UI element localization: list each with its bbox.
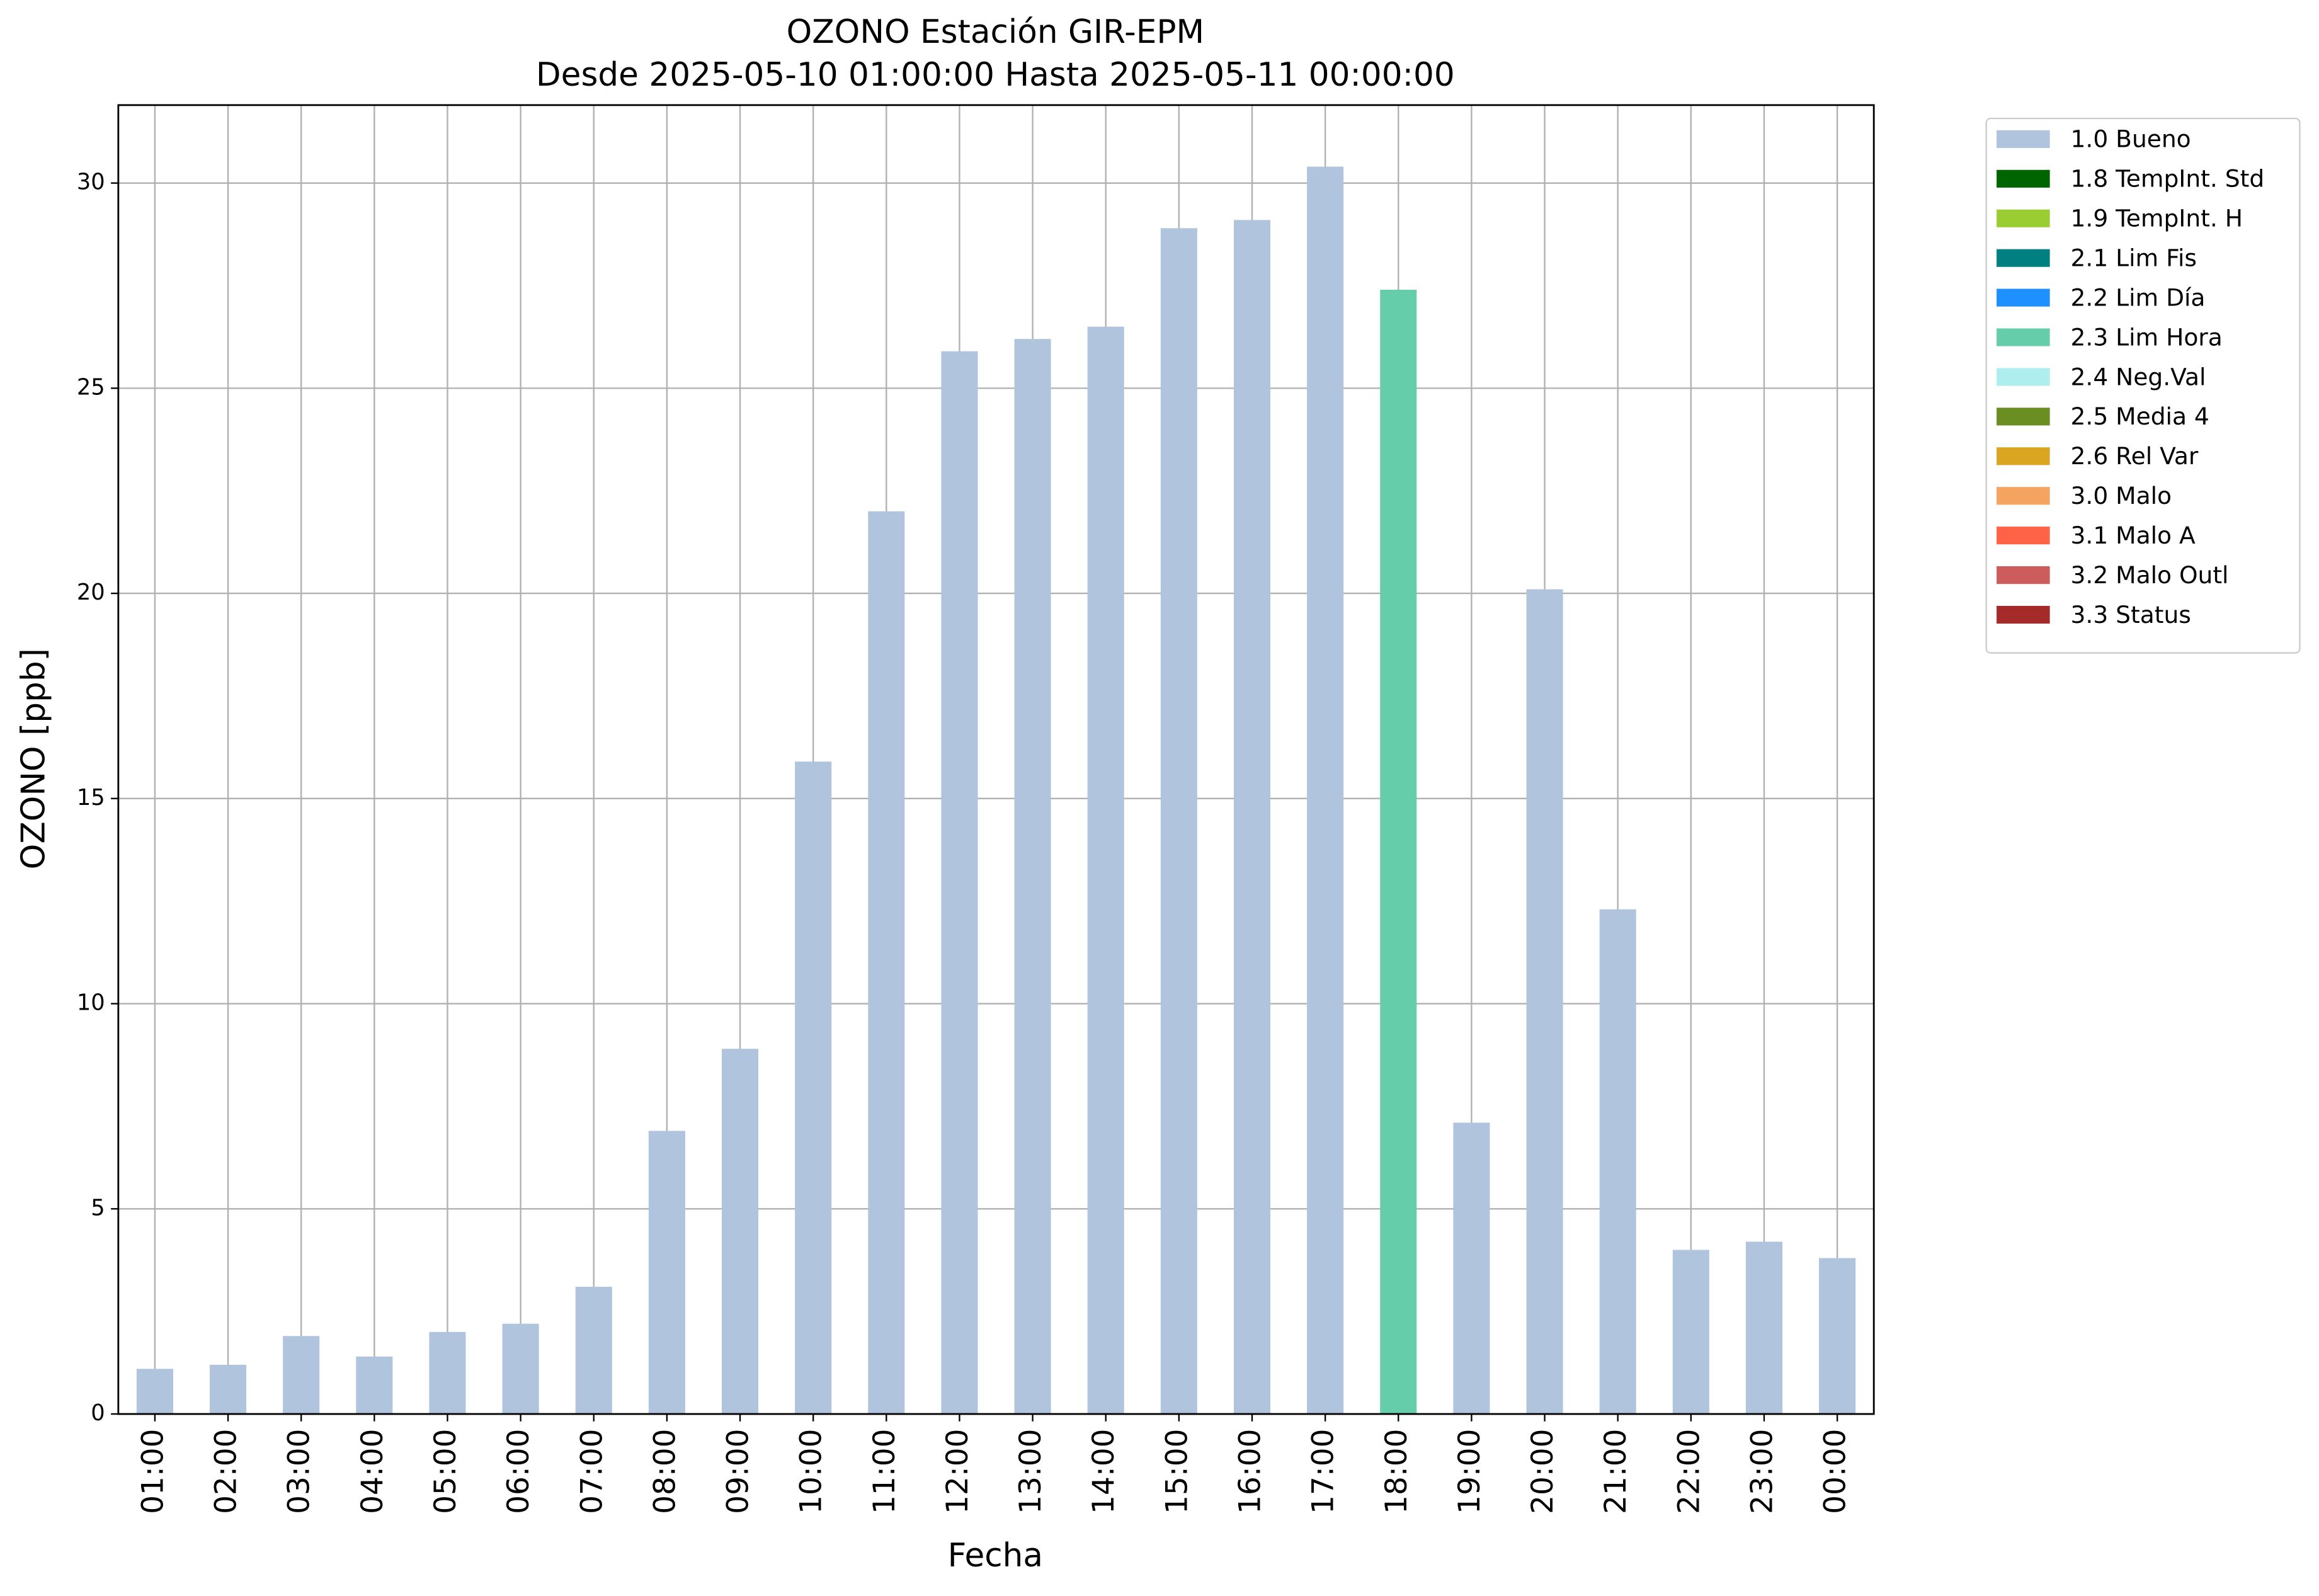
legend-swatch [1997, 408, 2050, 426]
x-tick-label: 18:00 [1379, 1429, 1414, 1514]
legend-swatch [1997, 605, 2050, 624]
bar [1672, 1250, 1709, 1415]
y-tick-label: 15 [77, 785, 105, 811]
legend-label: 3.3 Status [2071, 601, 2191, 629]
x-tick-label: 22:00 [1672, 1429, 1706, 1514]
x-tick-label: 08:00 [647, 1429, 682, 1514]
x-tick-label: 21:00 [1598, 1429, 1633, 1514]
y-tick-label: 20 [77, 579, 105, 605]
x-tick-label: 02:00 [209, 1429, 244, 1514]
bar [1307, 166, 1344, 1415]
bar [283, 1336, 320, 1415]
legend-swatch [1997, 487, 2050, 505]
y-axis-label: OZONO [ppb] [14, 648, 52, 869]
bar [1453, 1122, 1490, 1415]
y-tick-label: 5 [91, 1195, 105, 1221]
bar [1160, 228, 1197, 1415]
bar [575, 1287, 612, 1415]
bar [1087, 326, 1124, 1415]
legend-label: 2.3 Lim Hora [2071, 323, 2223, 351]
y-tick-label: 30 [77, 169, 105, 195]
bar [1014, 339, 1051, 1415]
x-tick-label: 05:00 [428, 1429, 463, 1514]
x-tick-label: 20:00 [1525, 1429, 1560, 1514]
x-tick-label: 15:00 [1160, 1429, 1194, 1514]
bar [1599, 909, 1636, 1415]
x-axis-label: Fecha [948, 1537, 1043, 1575]
x-tick-label: 19:00 [1452, 1429, 1487, 1514]
x-tick-label: 16:00 [1233, 1429, 1268, 1514]
legend-label: 1.0 Bueno [2071, 125, 2191, 153]
legend-swatch [1997, 249, 2050, 267]
legend-label: 3.2 Malo Outl [2071, 561, 2229, 589]
x-tick-label: 06:00 [501, 1429, 536, 1514]
legend-swatch [1997, 169, 2050, 188]
bar [356, 1356, 393, 1415]
bar [502, 1323, 539, 1415]
x-tick-label: 01:00 [135, 1429, 170, 1514]
legend-swatch [1997, 130, 2050, 148]
bar [1233, 220, 1271, 1415]
legend-box [1985, 117, 2301, 654]
x-tick-label: 17:00 [1306, 1429, 1341, 1514]
bar [1745, 1241, 1783, 1415]
bar [429, 1331, 466, 1415]
legend-label: 1.9 TempInt. H [2071, 205, 2243, 232]
x-tick-label: 07:00 [574, 1429, 609, 1514]
bar [1819, 1258, 1856, 1415]
legend-label: 2.4 Neg.Val [2071, 363, 2206, 390]
y-tick-label: 25 [77, 374, 105, 400]
legend-swatch [1997, 527, 2050, 545]
x-tick-label: 23:00 [1745, 1429, 1779, 1514]
chart-subtitle: Desde 2025-05-10 01:00:00 Hasta 2025-05-… [536, 56, 1455, 94]
bar [868, 511, 905, 1415]
y-tick-label: 0 [91, 1400, 105, 1426]
legend-label: 3.1 Malo A [2071, 522, 2196, 549]
bar [722, 1049, 759, 1415]
bar [648, 1131, 685, 1415]
bar [136, 1369, 173, 1415]
legend-label: 2.5 Media 4 [2071, 402, 2209, 430]
legend-label: 2.6 Rel Var [2071, 442, 2199, 470]
legend-label: 3.0 Malo [2071, 482, 2172, 510]
legend-swatch [1997, 209, 2050, 227]
x-tick-label: 11:00 [867, 1429, 902, 1514]
legend-swatch [1997, 328, 2050, 346]
bar [1380, 290, 1417, 1415]
x-tick-label: 00:00 [1818, 1429, 1853, 1514]
x-tick-label: 13:00 [1013, 1429, 1048, 1514]
x-tick-label: 14:00 [1086, 1429, 1121, 1514]
x-tick-label: 12:00 [940, 1429, 975, 1514]
x-tick-label: 09:00 [721, 1429, 756, 1514]
bar [1526, 589, 1563, 1415]
bar [795, 761, 832, 1415]
x-tick-label: 03:00 [282, 1429, 317, 1514]
legend-label: 1.8 TempInt. Std [2071, 165, 2265, 193]
x-tick-label: 04:00 [355, 1429, 390, 1514]
legend-swatch [1997, 368, 2050, 386]
legend-swatch [1997, 288, 2050, 307]
legend-swatch [1997, 447, 2050, 465]
bar [941, 351, 978, 1415]
legend-label: 2.1 Lim Fis [2071, 244, 2197, 272]
bar [210, 1364, 247, 1415]
legend-label: 2.2 Lim Día [2071, 283, 2206, 311]
plot-frame [117, 104, 1875, 1415]
chart-title: OZONO Estación GIR-EPM [787, 13, 1204, 51]
x-tick-label: 10:00 [794, 1429, 829, 1514]
legend-swatch [1997, 566, 2050, 584]
y-tick-label: 10 [77, 990, 105, 1016]
